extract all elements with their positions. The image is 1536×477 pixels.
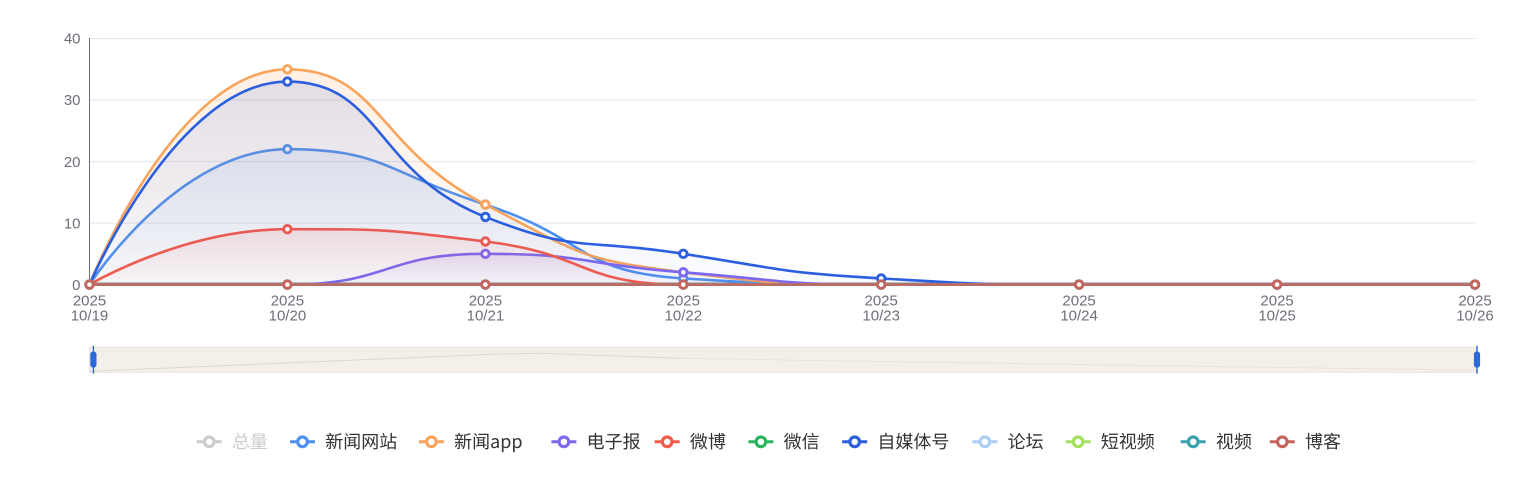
svg-text:10: 10 — [64, 215, 81, 232]
svg-text:10/26: 10/26 — [1456, 307, 1494, 324]
svg-text:30: 30 — [64, 92, 81, 109]
svg-text:2025: 2025 — [469, 293, 502, 310]
svg-text:2025: 2025 — [1458, 293, 1491, 310]
svg-text:10/20: 10/20 — [269, 307, 307, 324]
svg-text:20: 20 — [64, 154, 81, 171]
svg-text:2025: 2025 — [865, 293, 898, 310]
svg-text:10/21: 10/21 — [467, 307, 505, 324]
svg-text:10/23: 10/23 — [862, 307, 900, 324]
svg-text:40: 40 — [64, 31, 81, 48]
svg-text:2025: 2025 — [1260, 293, 1293, 310]
svg-text:10/24: 10/24 — [1060, 307, 1098, 324]
svg-text:2025: 2025 — [667, 293, 700, 310]
svg-text:2025: 2025 — [73, 293, 106, 310]
svg-text:2025: 2025 — [271, 293, 304, 310]
svg-text:10/22: 10/22 — [665, 307, 703, 324]
svg-text:2025: 2025 — [1062, 293, 1095, 310]
svg-text:10/19: 10/19 — [71, 307, 109, 324]
svg-text:10/25: 10/25 — [1258, 307, 1296, 324]
svg-text:0: 0 — [72, 277, 80, 294]
